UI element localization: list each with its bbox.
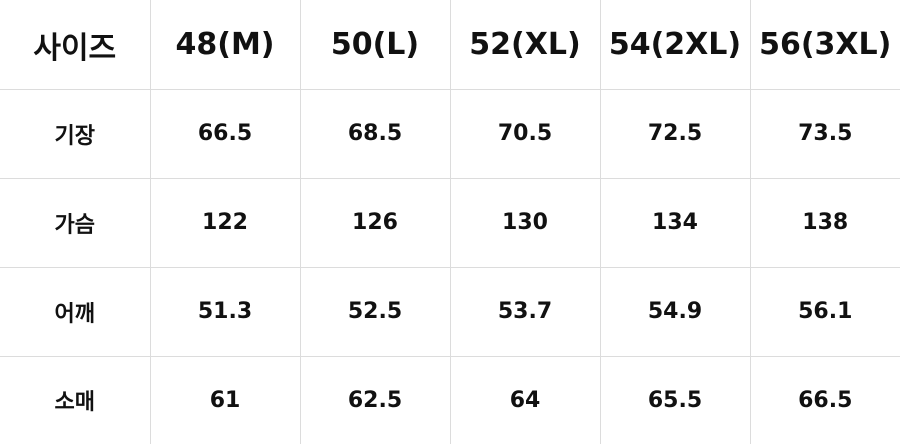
row-label: 소매 (0, 355, 151, 444)
table-row: 어깨 51.3 52.5 53.7 54.9 56.1 (0, 266, 900, 357)
size-header: 52(XL) (449, 0, 601, 90)
cell: 65.5 (599, 355, 751, 444)
cell: 64 (449, 355, 601, 444)
size-header: 48(M) (149, 0, 301, 90)
cell: 72.5 (599, 89, 751, 179)
row-label: 어깨 (0, 266, 151, 357)
cell: 70.5 (449, 89, 601, 179)
cell: 68.5 (299, 89, 451, 179)
cell: 66.5 (149, 89, 301, 179)
size-header: 50(L) (299, 0, 451, 90)
size-header: 56(3XL) (749, 0, 900, 90)
cell: 54.9 (599, 266, 751, 357)
cell: 130 (449, 177, 601, 268)
row-label: 기장 (0, 89, 151, 179)
cell: 73.5 (749, 89, 900, 179)
cell: 53.7 (449, 266, 601, 357)
header-row: 사이즈 48(M) 50(L) 52(XL) 54(2XL) 56(3XL) (0, 0, 900, 90)
cell: 61 (149, 355, 301, 444)
size-header: 54(2XL) (599, 0, 751, 90)
cell: 122 (149, 177, 301, 268)
cell: 52.5 (299, 266, 451, 357)
cell: 51.3 (149, 266, 301, 357)
table-row: 기장 66.5 68.5 70.5 72.5 73.5 (0, 89, 900, 179)
cell: 56.1 (749, 266, 900, 357)
cell: 138 (749, 177, 900, 268)
header-label: 사이즈 (0, 0, 151, 90)
cell: 134 (599, 177, 751, 268)
cell: 66.5 (749, 355, 900, 444)
cell: 126 (299, 177, 451, 268)
cell: 62.5 (299, 355, 451, 444)
table-row: 가슴 122 126 130 134 138 (0, 177, 900, 268)
table-row: 소매 61 62.5 64 65.5 66.5 (0, 355, 900, 444)
row-label: 가슴 (0, 177, 151, 268)
